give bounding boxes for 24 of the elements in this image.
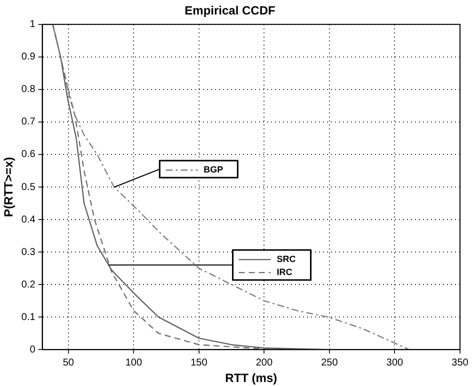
x-tick-label: 50 bbox=[62, 357, 74, 368]
legend-label: BGP bbox=[204, 164, 224, 175]
y-tick-label: 0.7 bbox=[21, 116, 36, 128]
y-tick-label: 0 bbox=[30, 344, 36, 356]
y-tick-label: 0.8 bbox=[21, 84, 36, 96]
x-tick-label: 100 bbox=[125, 357, 142, 368]
x-tick-label: 350 bbox=[452, 357, 469, 368]
y-tick-label: 0.6 bbox=[21, 149, 36, 160]
y-tick-label: 0.3 bbox=[21, 246, 36, 258]
legend-label: SRC bbox=[276, 254, 296, 264]
y-tick-label: 0.2 bbox=[21, 279, 36, 290]
x-tick-label: 200 bbox=[256, 357, 273, 368]
y-tick-label: 0.4 bbox=[21, 214, 36, 226]
y-tick-label: 1 bbox=[30, 19, 36, 30]
x-tick-label: 150 bbox=[190, 357, 208, 368]
y-tick-label: 0.1 bbox=[21, 312, 36, 323]
y-tick-label: 0.5 bbox=[21, 182, 36, 193]
y-tick-label: 0.9 bbox=[21, 52, 36, 63]
x-tick-label: 250 bbox=[321, 357, 338, 368]
chart-title: Empirical CCDF bbox=[184, 4, 276, 18]
x-axis-title: RTT (ms) bbox=[225, 371, 278, 386]
y-axis-title: P(RTT>=x) bbox=[2, 156, 16, 218]
x-tick-label: 300 bbox=[386, 357, 404, 368]
legend-label: IRC bbox=[276, 267, 293, 278]
